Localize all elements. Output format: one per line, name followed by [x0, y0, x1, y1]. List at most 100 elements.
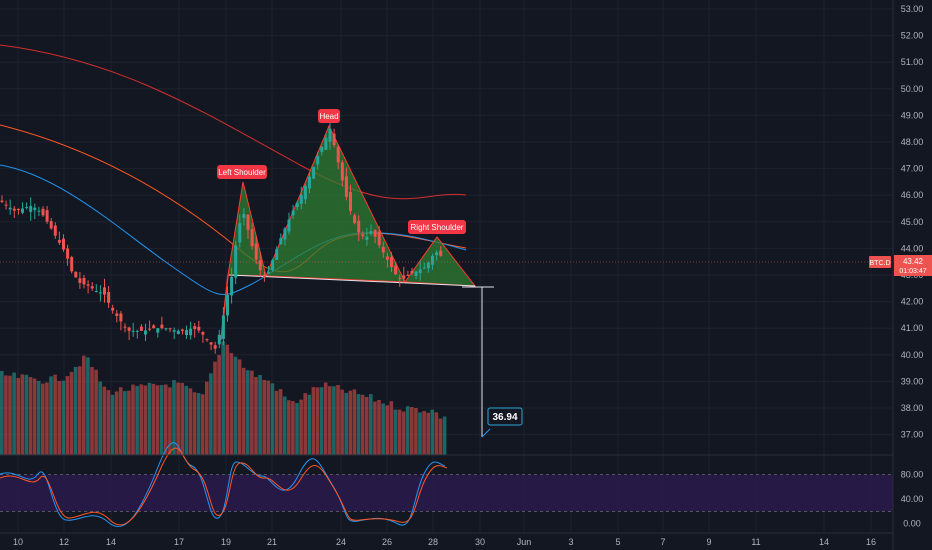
volume-bar	[389, 401, 394, 455]
candle-body	[205, 339, 209, 341]
volume-bar	[373, 401, 377, 455]
candle-body	[180, 329, 184, 331]
time-tick-label: 26	[382, 537, 392, 547]
candle-body	[119, 313, 123, 322]
volume-bar	[90, 367, 94, 455]
pattern-labels: Left Shoulder Head Right Shoulder	[217, 109, 466, 234]
candle-body	[0, 200, 4, 202]
volume-bar	[176, 382, 180, 455]
time-tick-label: 12	[59, 537, 69, 547]
volume-bar	[311, 387, 316, 455]
target-label: 36.94	[487, 407, 523, 426]
candle-body	[127, 327, 131, 331]
volume-bar	[364, 396, 369, 455]
time-tick-label: 7	[660, 537, 665, 547]
volume-bar	[233, 356, 238, 455]
volume-bar	[49, 376, 53, 455]
candle-body	[369, 231, 373, 234]
candle-body	[279, 238, 283, 245]
volume-bar	[282, 396, 287, 455]
candle-body	[283, 228, 287, 240]
volume-bar	[114, 391, 119, 455]
volume-bar	[12, 372, 16, 455]
volume-bar	[217, 354, 221, 455]
volume-bar	[442, 416, 447, 455]
volume-bar	[352, 389, 357, 455]
candle-body	[287, 219, 291, 232]
volume-bar	[348, 390, 353, 455]
candle-body	[422, 267, 426, 269]
volume-bar	[106, 390, 111, 455]
volume-bar	[168, 387, 172, 455]
volume-bar	[118, 387, 123, 455]
time-tick-label: 28	[428, 537, 438, 547]
left-shoulder-label: Left Shoulder	[217, 165, 267, 179]
volume-bar	[270, 383, 275, 455]
ma-fast-line	[0, 164, 467, 296]
candle-body	[250, 229, 254, 247]
candle-body	[49, 221, 53, 229]
candle-body	[74, 271, 78, 278]
volume-bar	[336, 385, 340, 455]
price-tick-label: 41.00	[901, 323, 924, 333]
volume-bar	[135, 385, 139, 455]
volume-bar	[209, 373, 213, 455]
volume-bar	[319, 387, 324, 455]
candle-body	[271, 260, 275, 271]
candle-body	[435, 252, 439, 256]
volume-bar	[41, 383, 45, 455]
oscillator-axis[interactable]: 80.00 40.00 0.00	[901, 470, 924, 529]
candle-body	[258, 260, 262, 271]
price-tick-label: 53.00	[901, 4, 924, 14]
candle-body	[377, 231, 381, 246]
volume-bar	[414, 408, 418, 455]
volume-bar	[369, 394, 373, 455]
volume-bar	[155, 385, 160, 455]
oscillator-tick-label: 40.00	[901, 494, 924, 504]
volume-bar	[73, 366, 78, 455]
volume-bar	[344, 392, 348, 455]
volume-bar	[205, 381, 209, 455]
candle-body	[57, 240, 61, 243]
time-tick-label: 21	[267, 537, 277, 547]
candle-body	[156, 328, 160, 333]
volume-bar	[45, 382, 49, 455]
volume-bar	[250, 370, 254, 455]
candle-body	[41, 208, 45, 216]
candle-body	[349, 192, 352, 211]
candle-body	[25, 207, 29, 209]
candles	[0, 121, 443, 354]
candle-body	[123, 326, 127, 328]
candle-body	[193, 326, 197, 330]
time-tick-label: 30	[475, 537, 485, 547]
candle-body	[86, 284, 90, 286]
candle-body	[262, 274, 266, 278]
volume-bar	[184, 385, 189, 455]
candle-body	[33, 207, 37, 211]
candle-body	[53, 225, 57, 236]
volume-bar	[291, 401, 295, 455]
price-tick-label: 49.00	[901, 110, 924, 120]
candle-body	[291, 210, 295, 216]
volume-bar	[94, 369, 98, 455]
candle-body	[418, 269, 422, 274]
volume-bar	[410, 407, 414, 455]
svg-text:36.94: 36.94	[492, 412, 517, 423]
volume-bar	[86, 357, 90, 455]
volume-bar	[287, 400, 291, 455]
head-shape	[265, 124, 406, 283]
volume-bar	[328, 386, 332, 455]
volume-bar	[131, 384, 135, 455]
volume-bar	[299, 399, 303, 455]
candle-body	[70, 257, 74, 272]
volume-bar	[188, 388, 193, 455]
candle-body	[82, 278, 86, 285]
candle-body	[209, 342, 213, 345]
volume-bar	[360, 394, 365, 455]
volume-bar	[307, 394, 312, 455]
time-tick-label: 19	[221, 537, 231, 547]
volume-bar	[192, 392, 197, 455]
candle-body	[90, 286, 94, 289]
price-axis[interactable]: 53.00 52.00 51.00 50.00 49.00 48.00 47.00 46.00…	[901, 4, 924, 440]
time-axis[interactable]: 10 12 14 17 19 21 24 26 28 30 Jun 3 5 7 9 11 14 16	[13, 537, 876, 547]
